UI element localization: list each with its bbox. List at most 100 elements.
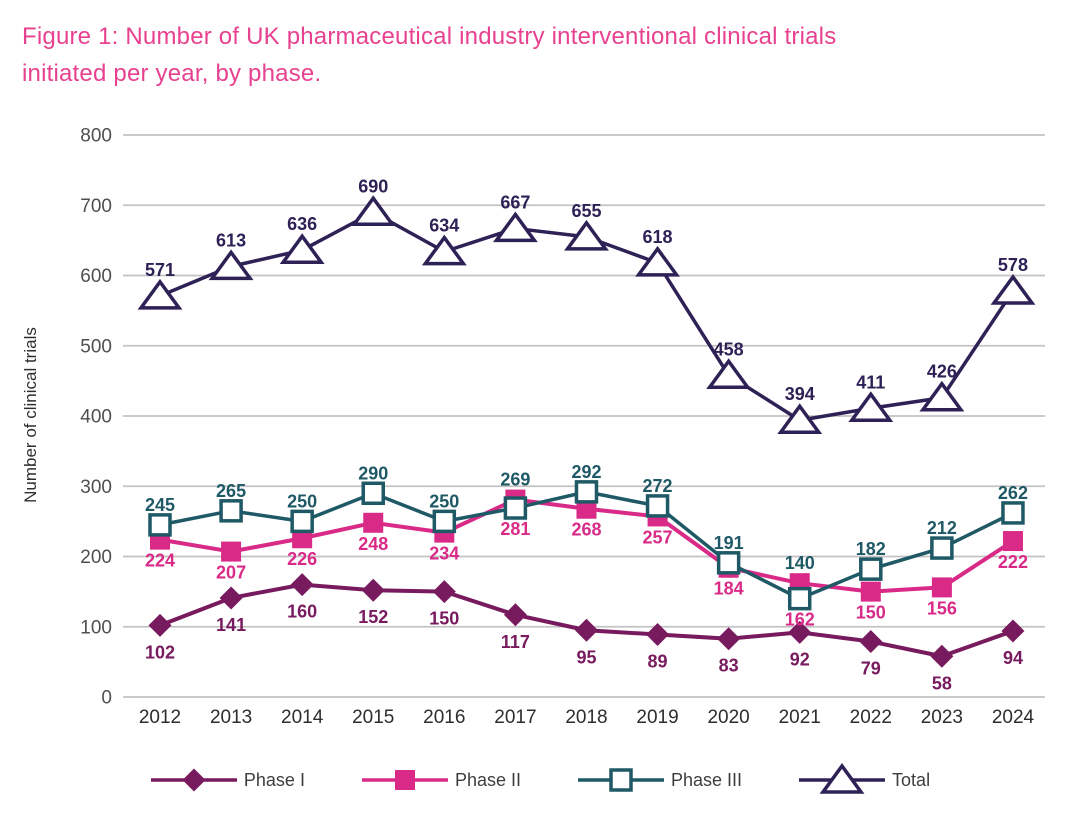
data-label-total: 578 (998, 255, 1028, 275)
y-axis-tick-label: 400 (80, 407, 112, 428)
figure-title: Figure 1: Number of UK pharmaceutical in… (22, 18, 1042, 92)
legend-marker-phase-iii-icon (578, 768, 664, 792)
marker-phase-iii (716, 551, 741, 575)
legend-marker-total-icon (799, 763, 886, 794)
marker-phase-iii (290, 509, 314, 534)
data-label-phase-iii: 140 (785, 553, 815, 573)
data-label-phase-ii: 224 (145, 551, 175, 571)
data-label-phase-ii: 162 (785, 610, 815, 630)
data-label-phase-iii: 262 (998, 483, 1028, 503)
data-label-phase-i: 141 (216, 615, 246, 635)
marker-phase-ii (931, 577, 952, 598)
data-label-phase-ii: 257 (643, 527, 673, 547)
legend-item-total: Total (798, 760, 930, 800)
marker-phase-iii (219, 499, 243, 523)
marker-phase-ii (363, 512, 384, 533)
marker-phase-ii (292, 528, 313, 549)
legend-label-total: Total (892, 769, 931, 790)
figure-title-line-2: initiated per year, by phase. (22, 60, 322, 87)
data-label-phase-iii: 250 (287, 491, 317, 511)
data-label-phase-iii: 212 (927, 518, 957, 538)
y-axis-tick-label: 100 (80, 617, 112, 638)
x-axis-tick-label: 2017 (494, 707, 536, 728)
data-label-total: 618 (643, 227, 673, 247)
data-label-phase-i: 94 (1003, 648, 1023, 668)
marker-phase-i (717, 627, 741, 651)
y-axis-tick-label: 500 (80, 336, 112, 357)
data-label-total: 655 (571, 201, 601, 221)
data-label-phase-ii: 222 (998, 552, 1028, 572)
marker-total (421, 234, 467, 266)
data-label-phase-ii: 156 (927, 598, 957, 618)
marker-phase-iii (1001, 501, 1025, 525)
data-label-total: 394 (785, 384, 815, 404)
marker-phase-ii (576, 498, 597, 519)
data-label-phase-iii: 290 (358, 463, 388, 483)
legend-item-phase-iii: Phase III (577, 760, 742, 800)
legend-label-phase-ii: Phase II (454, 769, 521, 790)
x-axis-tick-label: 2014 (281, 707, 324, 728)
data-label-phase-iii: 191 (714, 533, 744, 553)
data-label-phase-i: 160 (287, 602, 317, 622)
marker-phase-i (859, 630, 883, 654)
legend-label-phase-iii: Phase III (671, 769, 743, 790)
data-label-total: 690 (358, 176, 388, 196)
x-axis-tick-label: 2018 (565, 707, 607, 728)
legend-item-phase-ii: Phase II (361, 760, 521, 800)
data-label-phase-i: 58 (932, 673, 952, 693)
marker-total (635, 245, 681, 277)
legend-marker-phase-i-icon (150, 768, 237, 792)
x-axis-tick-label: 2019 (636, 707, 678, 728)
x-axis-tick-label: 2016 (423, 707, 465, 728)
marker-phase-ii (860, 581, 881, 602)
chart-legend: Phase I Phase II Phase III Total (0, 760, 1080, 800)
data-label-phase-i: 102 (145, 642, 175, 662)
phase-i-marker-glyph (182, 768, 206, 792)
phase-ii-marker-glyph (394, 770, 415, 790)
data-label-total: 458 (714, 339, 744, 359)
x-axis-tick-label: 2021 (779, 707, 821, 728)
marker-phase-i (1001, 619, 1025, 643)
data-label-total: 634 (429, 216, 459, 236)
data-label-phase-i: 79 (861, 659, 881, 679)
data-label-phase-ii: 281 (500, 519, 530, 539)
marker-total (706, 358, 752, 390)
marker-total (279, 233, 325, 264)
marker-phase-i (574, 618, 598, 642)
marker-phase-i (503, 603, 527, 627)
x-axis-tick-label: 2020 (707, 707, 749, 728)
marker-total (137, 278, 183, 310)
marker-phase-i (930, 644, 954, 668)
data-label-phase-ii: 150 (856, 603, 886, 623)
x-axis-tick-label: 2012 (139, 707, 181, 728)
legend-marker-phase-ii-icon (361, 770, 448, 790)
data-label-total: 613 (216, 230, 246, 250)
marker-total (564, 219, 609, 251)
data-label-phase-iii: 245 (145, 495, 175, 515)
marker-total (492, 211, 538, 243)
x-axis-tick-label: 2023 (921, 707, 963, 728)
marker-phase-i (148, 613, 172, 637)
marker-phase-iii (859, 557, 883, 581)
marker-phase-iii (148, 513, 172, 537)
data-label-phase-i: 83 (719, 656, 739, 676)
marker-phase-i (290, 573, 314, 597)
phase-iii-marker-glyph (609, 768, 633, 792)
total-marker-glyph (819, 763, 865, 794)
data-label-phase-iii: 272 (643, 476, 673, 496)
marker-phase-ii (221, 541, 242, 562)
data-label-phase-i: 89 (648, 651, 668, 671)
y-axis-tick-label: 0 (101, 688, 112, 709)
data-label-phase-ii: 234 (429, 544, 459, 564)
marker-total (777, 403, 823, 434)
marker-phase-iii (787, 586, 812, 611)
data-label-phase-iii: 182 (856, 539, 886, 559)
data-label-total: 426 (927, 362, 957, 382)
marker-phase-iii (432, 509, 457, 534)
marker-phase-i (219, 586, 243, 610)
marker-phase-i (432, 580, 456, 604)
x-axis-tick-label: 2022 (850, 707, 892, 728)
marker-phase-iii (930, 536, 954, 560)
